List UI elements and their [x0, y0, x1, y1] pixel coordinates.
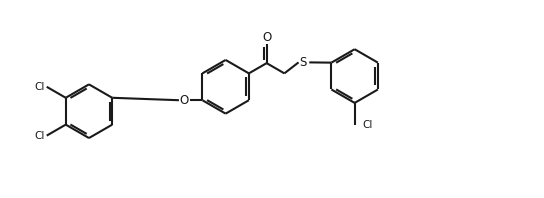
Text: Cl: Cl [34, 131, 44, 141]
Text: Cl: Cl [362, 120, 372, 130]
Text: Cl: Cl [34, 82, 44, 92]
Text: S: S [300, 56, 307, 69]
Text: O: O [262, 31, 271, 44]
Text: O: O [179, 94, 188, 107]
